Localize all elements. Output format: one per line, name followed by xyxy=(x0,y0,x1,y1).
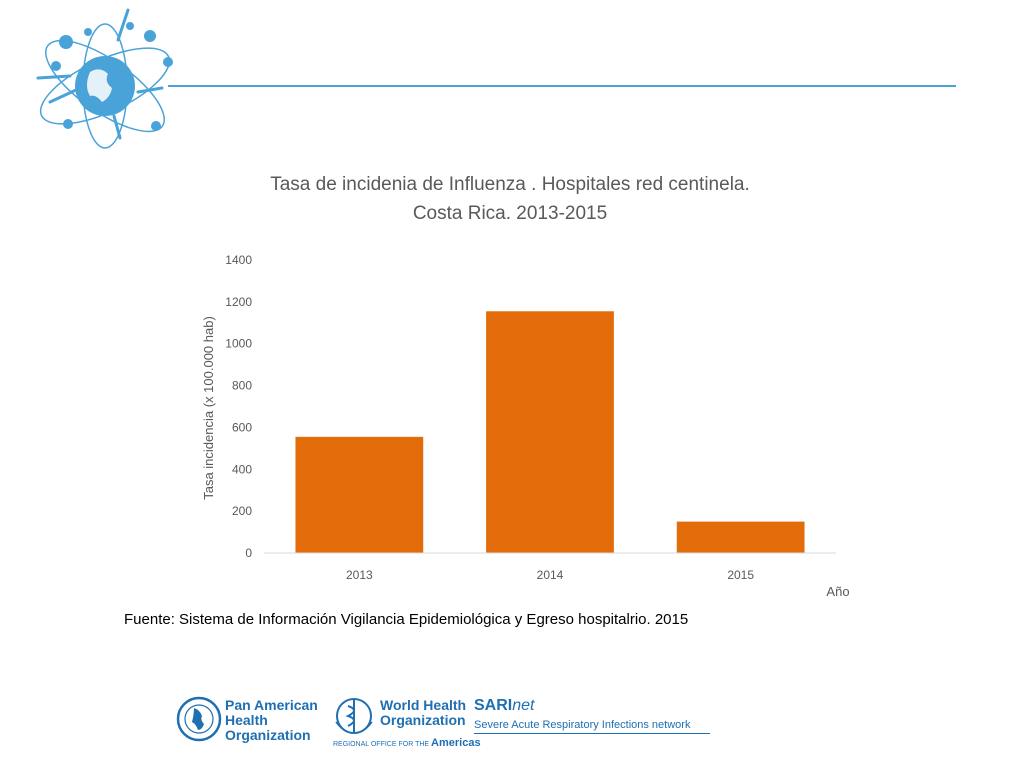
paho-wordmark: Pan American Health Organization xyxy=(225,698,318,743)
bar-2014 xyxy=(486,311,614,553)
y-tick-label: 400 xyxy=(232,462,252,476)
x-tick-label: 2013 xyxy=(346,568,373,582)
sarinet-wordmark: SARInet xyxy=(474,697,534,715)
who-regional-office: REGIONAL OFFICE FOR THE Americas xyxy=(333,737,481,749)
y-tick-label: 600 xyxy=(232,420,252,434)
who-sub-region: Americas xyxy=(431,737,481,749)
paho-line-2: Health xyxy=(225,712,268,728)
sari-italic: net xyxy=(512,697,535,714)
y-tick-label: 1000 xyxy=(225,337,252,351)
paho-line-3: Organization xyxy=(225,727,311,743)
chart-title-line-2: Costa Rica. 2013-2015 xyxy=(412,203,608,224)
y-axis-label: Tasa incidencia (x 100.000 hab) xyxy=(201,316,216,500)
y-tick-label: 800 xyxy=(232,379,252,393)
sari-bold: SARI xyxy=(474,697,513,714)
x-tick-label: 2015 xyxy=(727,568,754,582)
x-tick-label: 2014 xyxy=(537,568,564,582)
who-line-2: Organization xyxy=(380,712,466,728)
bar-2015 xyxy=(676,521,805,553)
y-tick-label: 1200 xyxy=(225,295,252,309)
sarinet-fullname: Severe Acute Respiratory Infections netw… xyxy=(474,719,691,731)
who-wordmark: World Health Organization xyxy=(380,698,466,728)
source-note: Fuente: Sistema de Información Vigilanci… xyxy=(124,611,689,628)
globe-virus-logo xyxy=(36,8,173,149)
y-tick-label: 0 xyxy=(245,546,252,560)
paho-line-1: Pan American xyxy=(225,697,318,713)
x-axis-label: Año xyxy=(826,584,849,599)
who-line-1: World Health xyxy=(380,697,467,713)
who-emblem-icon xyxy=(335,698,373,734)
paho-emblem-icon xyxy=(176,696,222,742)
chart-title: Tasa de incidenia de Influenza . Hospita… xyxy=(190,170,830,228)
bar-2013 xyxy=(295,436,424,553)
header-divider xyxy=(168,85,956,87)
y-tick-label: 1400 xyxy=(225,253,252,267)
who-sub-prefix: REGIONAL OFFICE FOR THE xyxy=(333,741,430,748)
sarinet-underline xyxy=(474,733,710,734)
chart-title-line-1: Tasa de incidenia de Influenza . Hospita… xyxy=(270,174,750,195)
y-tick-label: 200 xyxy=(232,504,252,518)
